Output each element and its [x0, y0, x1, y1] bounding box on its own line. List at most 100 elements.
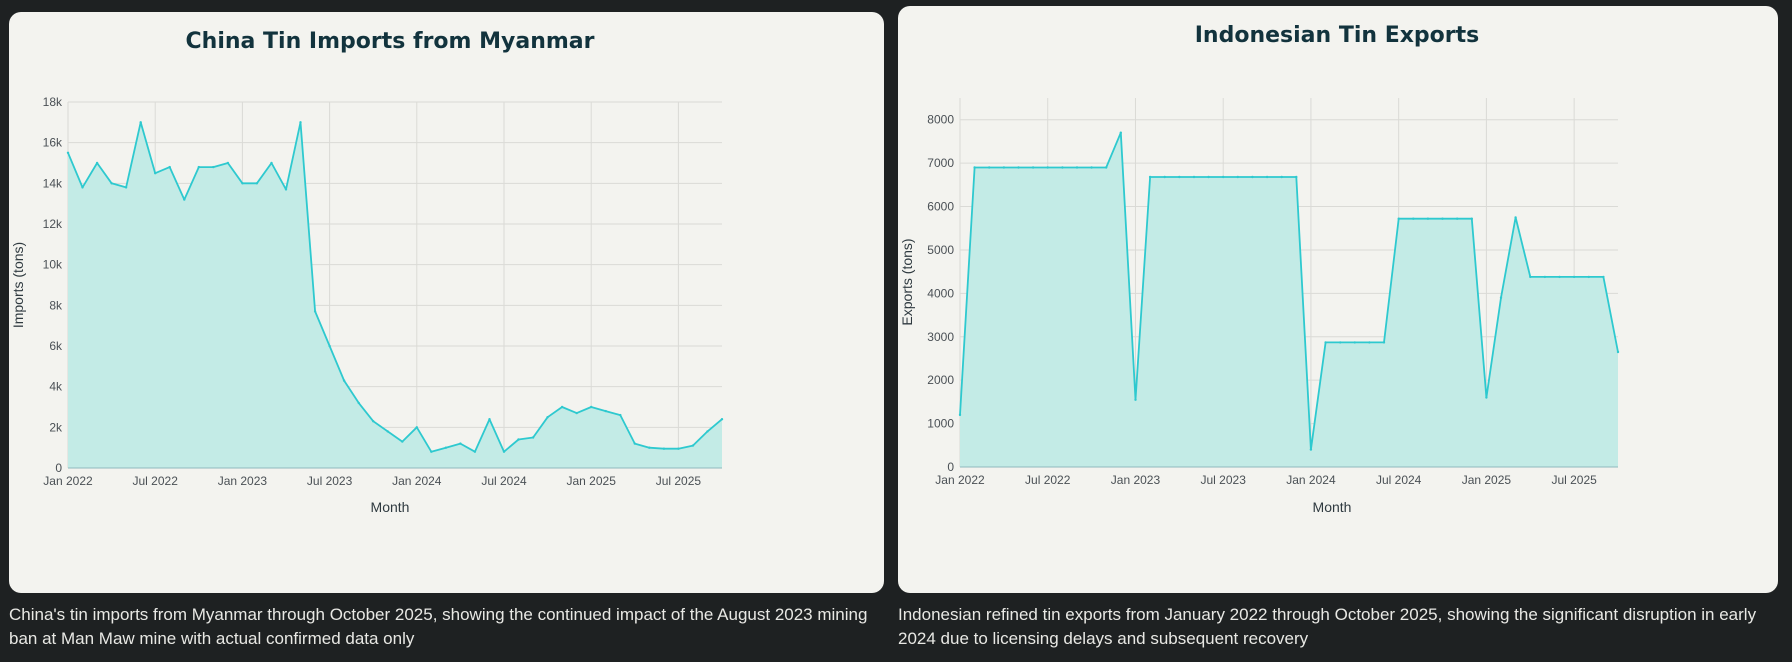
data-point — [633, 442, 636, 445]
data-point — [1572, 275, 1576, 279]
y-tick-label: 14k — [43, 176, 63, 190]
x-tick-label: Jan 2025 — [567, 474, 617, 488]
data-point — [386, 430, 389, 433]
data-point — [197, 165, 200, 169]
data-point — [1543, 275, 1547, 279]
data-point — [168, 165, 171, 169]
chart-caption-right: Indonesian refined tin exports from Janu… — [898, 605, 1757, 648]
data-point — [1397, 217, 1400, 220]
data-point — [255, 182, 259, 185]
data-point — [66, 151, 70, 154]
data-point — [270, 161, 273, 165]
x-tick-label: Jan 2022 — [43, 474, 93, 488]
data-point — [1192, 175, 1196, 179]
chart-panel-indonesia-exports: Indonesian Tin Exports 0 1000 2000 3000 4000… — [898, 6, 1778, 593]
data-point — [183, 198, 186, 201]
data-point — [1119, 131, 1122, 134]
x-tick-label: Jan 2022 — [935, 473, 985, 487]
data-point — [706, 430, 709, 433]
y-tick-label: 7000 — [927, 156, 954, 170]
data-point — [1514, 216, 1517, 219]
x-tick-label: Jan 2023 — [1111, 473, 1161, 487]
data-point — [488, 418, 491, 421]
data-point — [1265, 175, 1269, 179]
y-tick-label: 6k — [49, 339, 63, 353]
series-line — [67, 121, 723, 453]
data-point — [590, 405, 593, 409]
x-tick-label: Jan 2023 — [218, 474, 268, 488]
y-tick-label: 3000 — [927, 330, 954, 344]
data-point — [1412, 217, 1415, 220]
data-point — [1061, 166, 1064, 169]
data-point — [313, 310, 317, 313]
x-tick-label: Jul 2022 — [133, 474, 179, 488]
data-point — [1280, 175, 1283, 179]
data-point — [648, 446, 651, 449]
data-point — [531, 436, 535, 439]
data-point — [401, 440, 404, 443]
chart-caption-left: China's tin imports from Myanmar through… — [9, 605, 868, 648]
data-point — [1031, 166, 1035, 169]
data-point — [1148, 175, 1152, 179]
data-point — [154, 172, 157, 175]
x-tick-label: Jan 2024 — [392, 474, 442, 488]
data-point — [1046, 166, 1049, 169]
y-axis-label: Imports (tons) — [10, 242, 26, 328]
data-point — [1558, 275, 1561, 279]
data-point — [1456, 217, 1459, 220]
data-point — [1105, 166, 1108, 169]
data-point — [1353, 341, 1356, 344]
data-point — [560, 405, 564, 409]
data-point — [619, 413, 622, 417]
data-point — [1587, 275, 1590, 279]
data-point — [1339, 341, 1342, 344]
data-point — [1368, 341, 1371, 344]
x-tick-label: Jul 2023 — [307, 474, 353, 488]
data-point — [1382, 341, 1386, 344]
plot-area — [66, 121, 724, 469]
data-point — [546, 416, 549, 419]
data-point — [958, 413, 962, 417]
x-tick-label: Jul 2022 — [1025, 473, 1071, 487]
data-point — [284, 188, 288, 191]
y-tick-label: 6000 — [927, 200, 954, 214]
x-tick-label: Jul 2025 — [656, 474, 702, 488]
data-point — [1529, 275, 1532, 279]
y-tick-label: 0 — [55, 461, 62, 475]
data-point — [124, 186, 128, 189]
chart-china-tin-imports: China Tin Imports from Myanmar 0 2k 4k 6k 8k… — [10, 29, 724, 515]
plot-area — [958, 131, 1620, 468]
data-point — [1017, 166, 1020, 169]
chart-panel-china-imports: China Tin Imports from Myanmar 0 2k 4k 6k 8k… — [9, 12, 884, 593]
y-tick-label: 2000 — [927, 373, 954, 387]
x-axis-label: Month — [1313, 499, 1352, 515]
x-tick-label: Jul 2023 — [1201, 473, 1247, 487]
data-point — [1207, 175, 1210, 179]
y-axis-label: Exports (tons) — [899, 238, 915, 325]
data-point — [517, 438, 520, 441]
data-point — [691, 444, 695, 447]
y-tick-label: 4k — [49, 380, 63, 394]
data-point — [415, 426, 418, 429]
y-tick-label: 4000 — [927, 286, 954, 300]
data-point — [1222, 175, 1225, 179]
data-point — [1485, 396, 1488, 399]
x-tick-label: Jul 2024 — [481, 474, 527, 488]
data-point — [1426, 217, 1430, 220]
x-tick-label: Jul 2025 — [1551, 473, 1597, 487]
data-point — [299, 121, 302, 124]
data-point — [459, 442, 462, 445]
data-point — [241, 182, 244, 185]
data-point — [1602, 275, 1605, 279]
y-tick-label: 16k — [43, 136, 63, 150]
x-tick-label: Jan 2025 — [1462, 473, 1512, 487]
y-tick-label: 12k — [43, 217, 63, 231]
data-point — [604, 409, 607, 413]
data-point — [1324, 341, 1327, 344]
data-point — [1163, 175, 1166, 179]
series-area-fill — [68, 122, 722, 469]
data-point — [1309, 448, 1313, 451]
data-point — [328, 344, 331, 348]
data-point — [720, 418, 724, 421]
series-area-fill — [960, 132, 1618, 467]
